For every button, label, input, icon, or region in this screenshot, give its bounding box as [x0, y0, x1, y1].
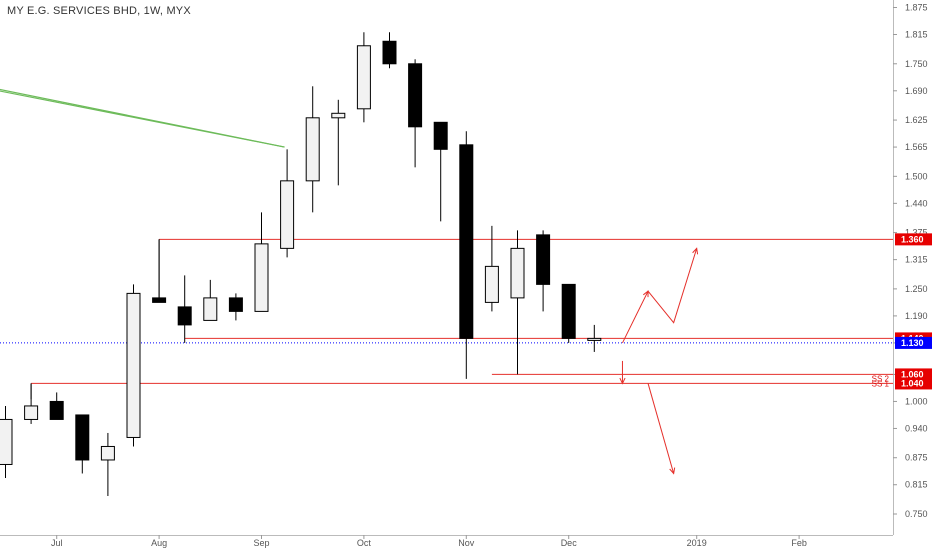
- candle-body: [331, 112, 346, 119]
- x-tick-label: Nov: [458, 538, 475, 548]
- projection-arrowhead: [619, 377, 626, 385]
- level-label-bg: [895, 233, 932, 246]
- x-tick-label: Oct: [357, 538, 372, 548]
- level-tag: SS 2: [872, 374, 890, 383]
- candle-body: [280, 180, 295, 249]
- level-label: 1.060: [901, 369, 924, 379]
- candle-body: [587, 337, 602, 341]
- y-tick-label: 1.565: [905, 142, 928, 152]
- x-tick-label: Sep: [253, 538, 269, 548]
- y-tick-label: 1.500: [905, 171, 928, 181]
- y-tick-label: 0.750: [905, 509, 928, 519]
- y-tick-label: 1.690: [905, 86, 928, 96]
- trendline: [0, 88, 285, 148]
- y-tick-label: 1.190: [905, 311, 928, 321]
- projection-down-path: [647, 383, 675, 474]
- y-tick-label: 1.250: [905, 284, 928, 294]
- x-tick-label: Dec: [561, 538, 578, 548]
- y-tick-label: 1.375: [905, 228, 928, 238]
- x-tick-label: Aug: [151, 538, 167, 548]
- projection-arrowhead: [643, 290, 649, 298]
- level-label: 1.360: [901, 234, 924, 244]
- chart-title: MY E.G. SERVICES BHD, 1W, MYX: [7, 5, 191, 17]
- trendline: [0, 90, 285, 148]
- candle-body: [126, 292, 141, 438]
- candle-body: [75, 414, 90, 461]
- y-tick-label: 0.875: [905, 453, 928, 463]
- candle-body: [203, 297, 218, 321]
- level-label-bg: [895, 377, 932, 390]
- candle-body: [305, 117, 320, 182]
- y-tick-label: 0.815: [905, 480, 928, 490]
- candle-body: [100, 445, 115, 461]
- y-tick-label: 1.440: [905, 198, 928, 208]
- candle-body: [382, 40, 397, 65]
- y-tick-label: 1.000: [905, 396, 928, 406]
- candle-body: [0, 418, 13, 465]
- x-tick-label: 2019: [687, 538, 707, 548]
- projection-up-path: [622, 248, 698, 344]
- candle-body: [484, 265, 499, 303]
- candle-body: [433, 121, 448, 150]
- projection-arrowhead: [692, 247, 699, 255]
- y-tick-label: 1.750: [905, 59, 928, 69]
- candle-body: [561, 283, 576, 339]
- candle-body: [24, 405, 39, 420]
- level-label-bg: [895, 368, 932, 381]
- level-tag: SS 1: [872, 379, 890, 388]
- y-tick-label: 1.815: [905, 30, 928, 40]
- candle-body: [408, 63, 423, 128]
- candle-body: [356, 45, 371, 110]
- candle-body: [177, 306, 192, 326]
- x-tick-label: Jul: [51, 538, 63, 548]
- y-tick-label: 1.625: [905, 115, 928, 125]
- y-tick-label: 1.315: [905, 255, 928, 265]
- projection-arrowhead: [669, 467, 676, 475]
- candle-body: [459, 144, 474, 339]
- candle-body: [152, 297, 167, 303]
- candle-body: [536, 234, 551, 285]
- x-tick-label: Feb: [791, 538, 807, 548]
- level-label: 1.040: [901, 378, 924, 388]
- last-price-label-bg: [895, 336, 932, 349]
- last-price-label: 1.130: [901, 338, 924, 348]
- y-tick-label: 0.940: [905, 423, 928, 433]
- y-tick-label: 1.875: [905, 3, 928, 13]
- candle-body: [510, 247, 525, 299]
- candle-body: [49, 400, 64, 420]
- candle-body: [254, 243, 269, 312]
- candle-body: [228, 297, 243, 312]
